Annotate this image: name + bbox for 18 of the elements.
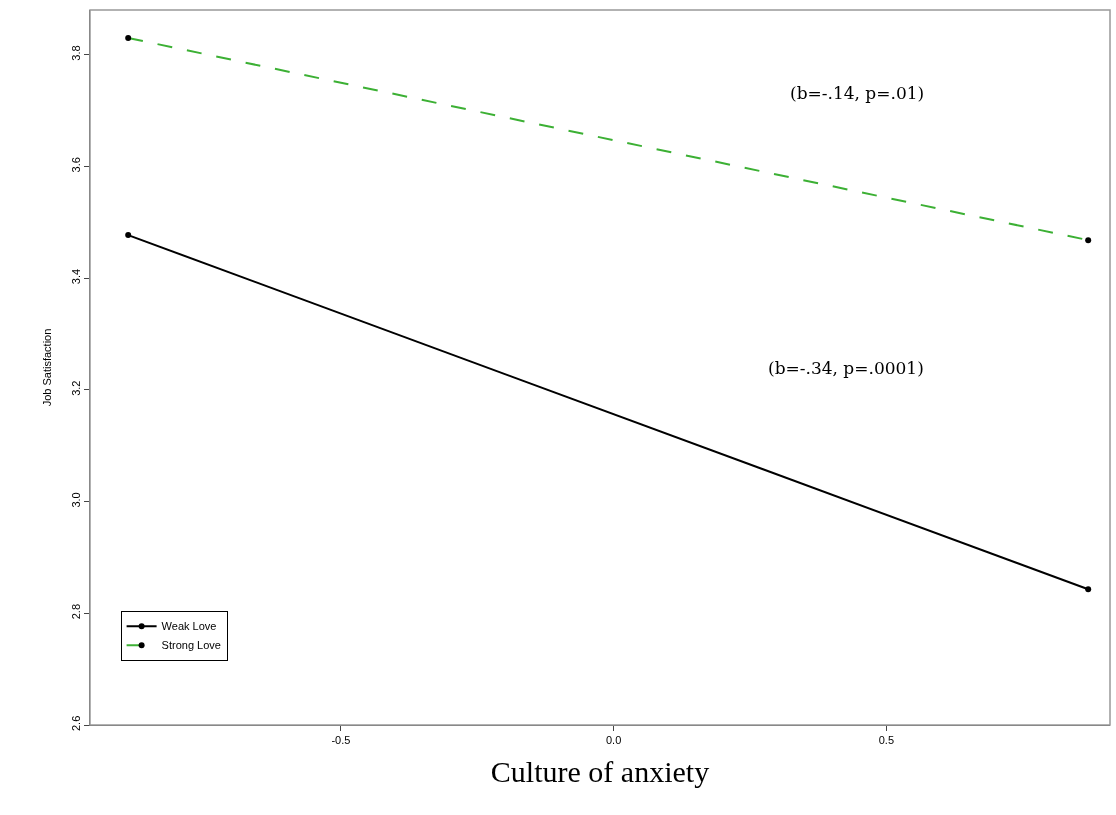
annotation: (b=-.34, p=.0001) [768,358,924,378]
y-tick-label: 2.8 [69,603,82,620]
y-tick-label: 2.6 [69,715,82,731]
y-tick-label: 3.2 [69,380,82,396]
y-tick-label: 3.6 [69,157,82,173]
point [125,232,132,239]
y-tick-label: 3.0 [69,492,82,508]
x-tick-label: 0.0 [605,734,622,747]
x-tick-label: 0.5 [878,734,895,747]
x-tick-label: -0.5 [331,734,351,747]
x-axis-title: Culture of anxiety [490,754,710,788]
y-tick-label: 3.8 [69,45,82,61]
y-axis-title: Job Satisfaction [41,328,54,407]
y-tick-label: 3.4 [69,268,82,285]
legend-label: Weak Love [161,620,217,633]
point [1085,586,1092,593]
annotation: (b=-.14, p=.01) [790,83,925,103]
legend-label: Strong Love [161,639,221,652]
